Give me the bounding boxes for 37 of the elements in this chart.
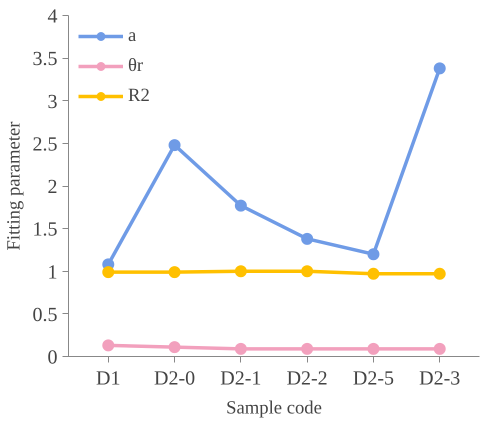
point [434, 268, 446, 280]
x-tick-label: D2-3 [419, 368, 460, 390]
x-tick-label: D2-0 [154, 368, 196, 390]
y-tick-label: 1 [48, 261, 58, 284]
point [102, 266, 114, 278]
point [168, 341, 181, 354]
y-tick-label: 0.5 [32, 304, 58, 326]
x-tick-label: D2-5 [352, 368, 394, 390]
y-axis-title: Fitting parameter [4, 120, 24, 250]
y-tick-label: 4 [48, 6, 58, 28]
point [434, 62, 446, 74]
point [367, 342, 380, 355]
x-axis-title: Sample code [226, 398, 322, 418]
point [367, 248, 380, 260]
y-tick-label: 0 [48, 346, 58, 368]
legend-label: R2 [128, 85, 150, 107]
y-tick-label: 3.5 [32, 48, 58, 70]
point [168, 266, 181, 278]
x-tick-label: D1 [96, 368, 121, 390]
legend-label: θr [128, 55, 144, 77]
point [234, 200, 247, 212]
y-tick-label: 3 [48, 90, 58, 113]
point [367, 268, 380, 280]
point [301, 265, 314, 278]
y-tick-label: 2 [48, 176, 58, 198]
x-tick-label: D2-1 [220, 368, 262, 390]
point [301, 342, 314, 355]
point [234, 265, 247, 278]
point [234, 342, 247, 355]
point [168, 139, 181, 152]
point [301, 232, 314, 245]
point [434, 342, 446, 355]
x-tick-label: D2-2 [286, 368, 328, 390]
legend-label: a [128, 25, 138, 47]
point [102, 339, 114, 352]
y-tick-label: 2.5 [32, 133, 58, 156]
y-tick-label: 1.5 [32, 218, 58, 241]
